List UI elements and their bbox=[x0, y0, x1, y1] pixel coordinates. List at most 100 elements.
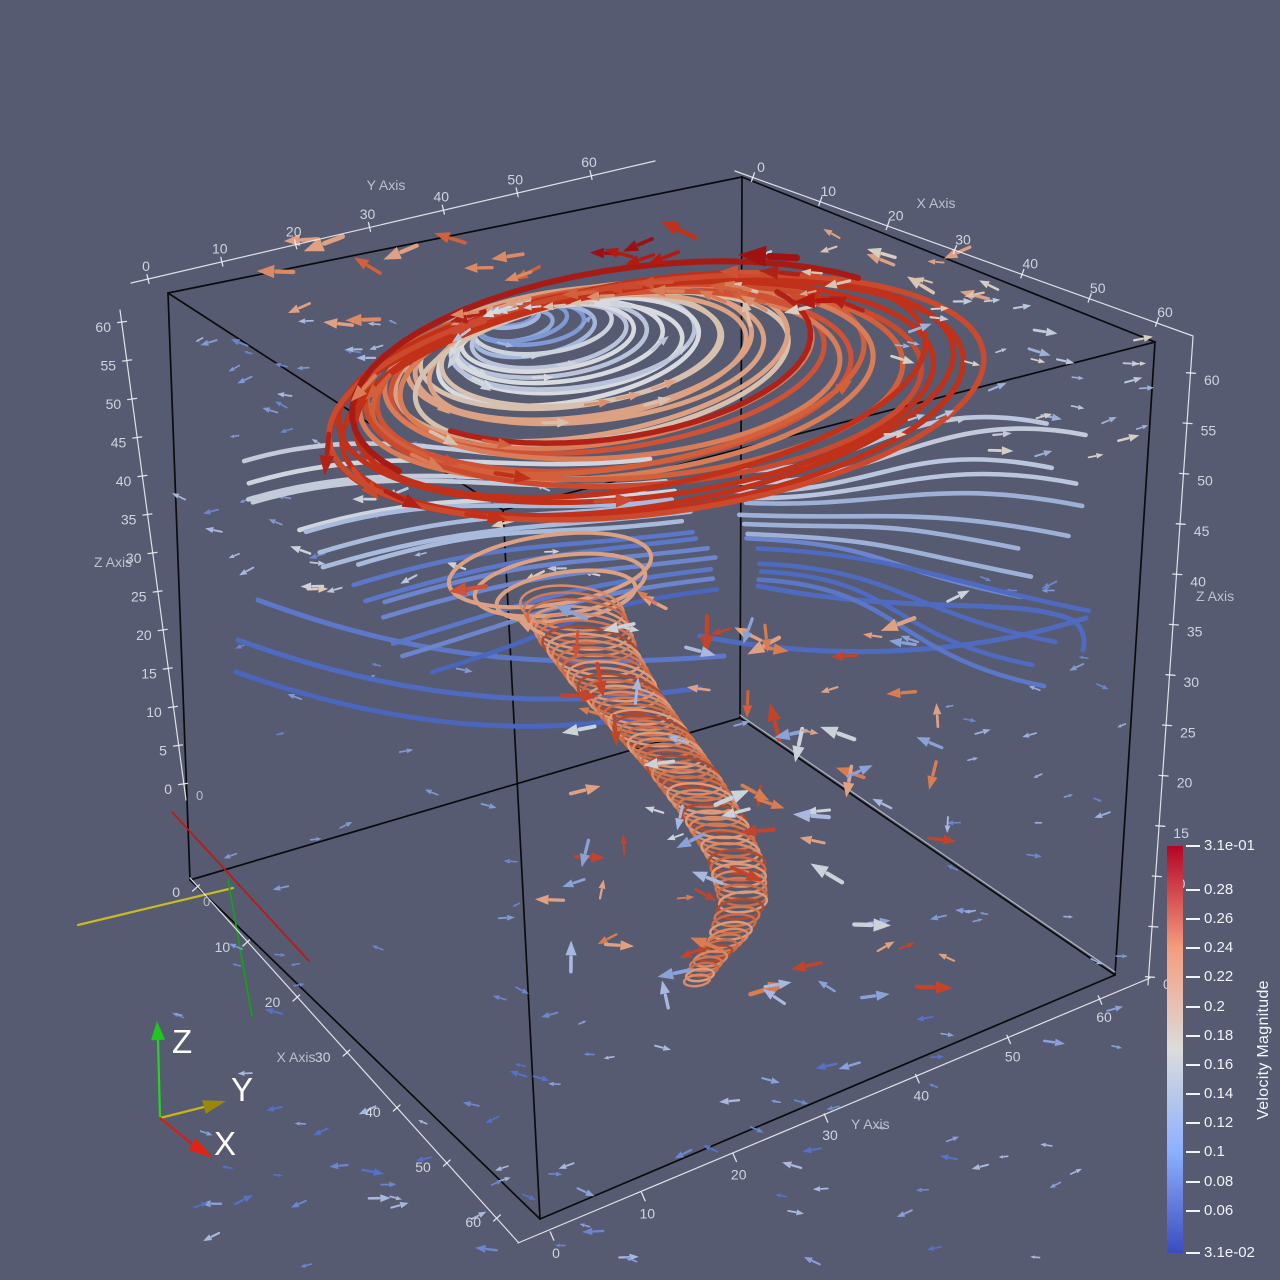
tick-label-z-left: 60 bbox=[95, 319, 111, 335]
tick-label-z-right: 35 bbox=[1187, 624, 1203, 640]
colorbar-title: Velocity Magnitude bbox=[1255, 980, 1272, 1120]
tick-label-z-right: 45 bbox=[1194, 523, 1210, 539]
tick-label-y-bottom: 10 bbox=[640, 1206, 656, 1222]
tick-label-x-bottom: 30 bbox=[315, 1049, 331, 1065]
tick-label-x-top: 50 bbox=[1090, 280, 1106, 296]
tick-label-z-right: 60 bbox=[1204, 372, 1220, 388]
axis-x-bottom: 0 10 20 30 40 50 60 X Axis bbox=[172, 877, 519, 1243]
tick-label-x-top: 10 bbox=[821, 183, 837, 199]
streamline-fan-right bbox=[726, 414, 1092, 689]
orientation-label-x: X bbox=[214, 1125, 236, 1162]
glyph-field-left-lower bbox=[223, 642, 529, 1001]
tick-label-y-bottom: 60 bbox=[1096, 1009, 1112, 1025]
bounding-box-wireframe bbox=[167, 176, 1156, 1220]
colorbar-tick-label: 0.06 bbox=[1204, 1201, 1234, 1219]
tick-label-y-top: 20 bbox=[286, 223, 302, 239]
tick-label-x-bottom: 10 bbox=[215, 939, 231, 955]
tick-label-z-left: 55 bbox=[101, 358, 117, 374]
tick-label-y-top: 60 bbox=[581, 154, 597, 170]
tick-label-z-right: 20 bbox=[1177, 775, 1193, 791]
colorbar-tick-label: 0.24 bbox=[1204, 939, 1234, 957]
tick-label-y-bottom: 40 bbox=[914, 1088, 930, 1104]
axis-cone-x-icon bbox=[188, 1138, 213, 1158]
tick-label-z-left: 5 bbox=[159, 743, 167, 759]
colorbar-widget[interactable]: 3.1e-01 0.28 0.26 0.24 0.22 0.2 0.18 0.16 0.14 0.… bbox=[1148, 837, 1280, 1268]
axis-cone-z-icon bbox=[151, 1021, 165, 1041]
tornado-flow-visualization bbox=[171, 221, 1154, 1268]
feature-arrows bbox=[448, 245, 841, 746]
tick-label-z-left: 0 bbox=[164, 781, 172, 797]
glyph-field-top-left-salmon bbox=[256, 232, 541, 329]
axis-title-y-bottom: Y Axis bbox=[851, 1116, 890, 1132]
tick-label-z-right: 25 bbox=[1180, 724, 1196, 740]
orientation-axes-widget[interactable]: Z YX bbox=[151, 1021, 253, 1162]
colorbar-tick-label: 0.26 bbox=[1204, 910, 1234, 928]
tick-label-z-right: 50 bbox=[1197, 473, 1213, 489]
axis-z-left: 0 5 10 15 20 25 30 35 40 45 50 55 60 Z Axis bbox=[94, 309, 189, 801]
colorbar-tick-label: 0.12 bbox=[1204, 1114, 1234, 1132]
tick-label-z-right: 40 bbox=[1190, 573, 1206, 589]
tick-label-z-left: 50 bbox=[106, 396, 122, 412]
tick-label-y-top: 10 bbox=[212, 241, 228, 257]
tick-label-x-bottom: 40 bbox=[365, 1104, 381, 1120]
tick-label-y-bottom: 0 bbox=[552, 1245, 560, 1261]
colorbar-tick-label: 0.14 bbox=[1204, 1085, 1234, 1103]
tick-label-x-bottom: 60 bbox=[465, 1214, 481, 1230]
tick-label-x-top: 60 bbox=[1157, 304, 1173, 320]
tick-label-z-left: 45 bbox=[111, 435, 127, 451]
tick-label-x-top: 40 bbox=[1023, 256, 1039, 272]
axis-x-top: 0 10 20 30 40 50 60 X Axis bbox=[734, 159, 1194, 337]
tornado-funnel-coil bbox=[446, 530, 769, 988]
colorbar-tick-label: 0.08 bbox=[1204, 1172, 1234, 1190]
colorbar-tick-label: 0.18 bbox=[1204, 1026, 1234, 1044]
colorbar-tick-label: 0.1 bbox=[1204, 1143, 1225, 1161]
colorbar-tick-label: 0.22 bbox=[1204, 968, 1234, 986]
colorbar-gradient bbox=[1167, 846, 1183, 1253]
colorbar-tick-label: 3.1e-02 bbox=[1204, 1244, 1255, 1262]
origin-zero-label: 0 bbox=[196, 788, 203, 803]
tick-label-x-top: 30 bbox=[955, 232, 971, 248]
glyph-field-funnel-cloud bbox=[518, 590, 970, 1010]
tick-label-y-bottom: 20 bbox=[731, 1166, 747, 1182]
vortex-ring-arrows bbox=[319, 264, 865, 525]
colorbar-tick-label: 0.2 bbox=[1204, 997, 1225, 1015]
orientation-label-z: Z bbox=[172, 1023, 192, 1060]
glyph-field-right-lower bbox=[929, 575, 1128, 965]
colorbar-tick-label: 0.28 bbox=[1204, 880, 1234, 898]
axis-title-x-bottom: X Axis bbox=[277, 1049, 316, 1065]
axis-cone-y-icon bbox=[202, 1100, 226, 1114]
axis-title-x-top: X Axis bbox=[917, 195, 956, 211]
tick-label-z-left: 25 bbox=[131, 589, 147, 605]
tick-label-z-left: 35 bbox=[121, 512, 137, 528]
axis-title-z-right: Z Axis bbox=[1196, 588, 1234, 604]
axis-y-top: 0 10 20 30 40 50 60 Y Axis bbox=[130, 154, 656, 285]
colorbar-tick-label: 3.1e-01 bbox=[1204, 837, 1255, 855]
glyph-field-bottom-face bbox=[171, 1005, 1124, 1268]
tick-label-x-top: 0 bbox=[757, 159, 765, 175]
axis-title-y-top: Y Axis bbox=[367, 177, 406, 193]
axis-title-z-left: Z Axis bbox=[94, 554, 132, 570]
tick-label-y-top: 0 bbox=[142, 258, 150, 274]
tick-label-x-top: 20 bbox=[888, 207, 904, 223]
orientation-label-y: Y bbox=[231, 1071, 253, 1108]
tick-label-z-left: 10 bbox=[146, 704, 162, 720]
tick-label-z-left: 40 bbox=[116, 473, 132, 489]
tick-label-y-top: 30 bbox=[360, 206, 376, 222]
tick-label-x-bottom: 0 bbox=[172, 884, 180, 900]
tick-label-y-top: 40 bbox=[434, 189, 450, 205]
tick-label-y-top: 50 bbox=[507, 171, 523, 187]
glyph-field-right-upper bbox=[883, 297, 1154, 459]
tick-label-z-left: 20 bbox=[136, 627, 152, 643]
glyph-field-top-red-cluster bbox=[589, 221, 698, 266]
tick-label-z-right: 15 bbox=[1173, 825, 1189, 841]
tick-label-z-left: 30 bbox=[126, 550, 142, 566]
origin-zero-label: 0 bbox=[203, 894, 210, 909]
under-swirl-streamlines bbox=[233, 583, 1089, 729]
tick-label-y-bottom: 30 bbox=[822, 1127, 838, 1143]
colorbar-tick-label: 0.16 bbox=[1204, 1055, 1234, 1073]
tick-label-z-right: 30 bbox=[1184, 674, 1200, 690]
tick-label-x-bottom: 50 bbox=[415, 1159, 431, 1175]
